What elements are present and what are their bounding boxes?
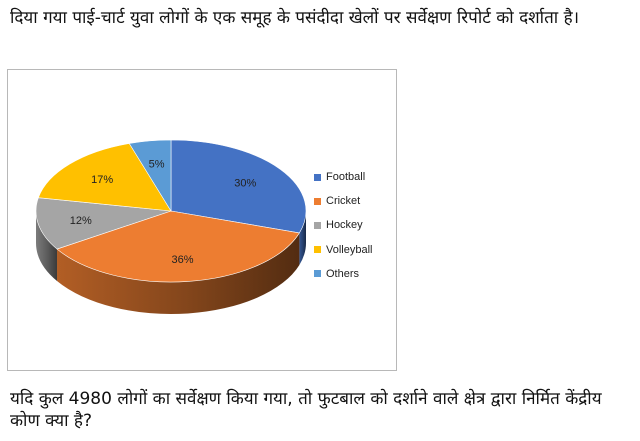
- slice-others: [128, 139, 172, 213]
- pie-chart: 30% 36% 12% 17% 5%: [35, 139, 307, 314]
- slice-cricket: [56, 210, 300, 283]
- data-label-cricket: 36%: [171, 254, 193, 266]
- legend-label: Others: [326, 267, 360, 280]
- legend-label: Cricket: [326, 195, 361, 208]
- data-label-others: 5%: [149, 158, 165, 170]
- slice-volleyball: [37, 143, 172, 212]
- data-label-volleyball: 17%: [91, 174, 113, 186]
- pie-side-walls: [36, 211, 306, 314]
- legend-item-hockey: Hockey: [314, 213, 372, 237]
- legend-item-football: Football: [314, 165, 372, 189]
- legend-swatch: [314, 270, 321, 278]
- slice-hockey: [35, 197, 172, 250]
- pie-chart-area: 30% 36% 12% 17% 5% Football Cricket Hockey Voll…: [7, 69, 397, 371]
- legend-label: Football: [326, 171, 366, 184]
- legend-label: Hockey: [326, 219, 363, 232]
- legend-item-volleyball: Volleyball: [314, 238, 372, 262]
- chart-legend: Football Cricket Hockey Volleyball Others: [314, 165, 372, 286]
- slice-side-cricket: [57, 232, 300, 314]
- legend-swatch: [314, 221, 321, 229]
- slice-side-hockey: [36, 211, 58, 282]
- slice-football: [170, 139, 307, 234]
- legend-item-cricket: Cricket: [314, 189, 372, 213]
- legend-swatch: [314, 246, 321, 254]
- data-label-hockey: 12%: [70, 215, 92, 227]
- legend-item-others: Others: [314, 262, 372, 286]
- legend-swatch: [314, 173, 321, 181]
- question-prompt: यदि कुल 4980 लोगों का सर्वेक्षण किया गया…: [10, 389, 602, 431]
- slice-side-football: [299, 211, 306, 265]
- pie-top-faces: [35, 139, 307, 283]
- data-label-football: 30%: [234, 178, 256, 190]
- data-labels: 30% 36% 12% 17% 5%: [70, 158, 257, 266]
- question-intro: दिया गया पाई-चार्ट युवा लोगों के एक समूह…: [10, 8, 580, 28]
- legend-swatch: [314, 197, 321, 205]
- legend-label: Volleyball: [326, 243, 373, 256]
